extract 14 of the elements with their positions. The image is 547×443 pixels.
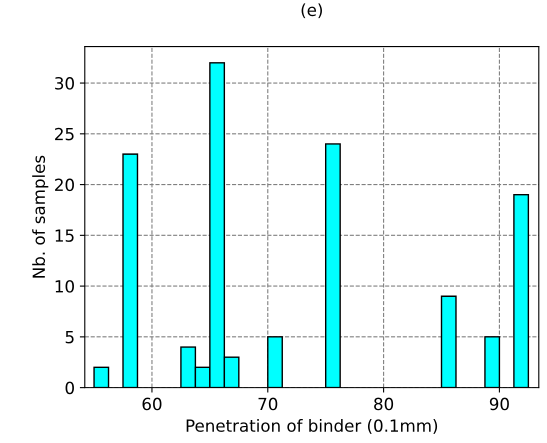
y-tick-label: 5 (66, 331, 74, 344)
y-tick-label: 30 (55, 77, 74, 90)
y-tick-label: 15 (56, 230, 74, 242)
x-tick-label: 80 (374, 398, 394, 410)
y-tick-label: 0 (66, 382, 74, 394)
y-axis-title: Nb. of samples (32, 156, 48, 278)
x-tick-label: 60 (142, 398, 162, 410)
y-tick-label: 20 (55, 178, 74, 192)
x-axis-title: Penetration of binder (0.1mm) (186, 419, 438, 434)
x-tick-label: 90 (490, 398, 509, 410)
y-tick-label: 25 (55, 128, 74, 140)
chart-title: (e) (302, 3, 322, 18)
y-tick-label: 10 (56, 280, 74, 293)
x-tick-label: 70 (258, 398, 278, 410)
